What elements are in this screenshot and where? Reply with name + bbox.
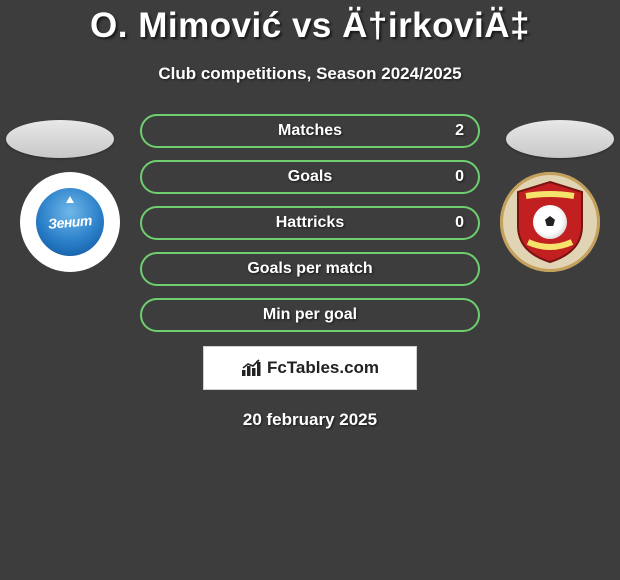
fctables-label: FcTables.com [267,358,379,378]
page-title: O. Mimović vs Ä†irkoviÄ‡ [0,6,620,46]
stat-row: Goals per match [0,252,620,286]
stat-row: Matches 2 [0,114,620,148]
stat-row: Hattricks 0 [0,206,620,240]
stat-pill-goals: Goals 0 [140,160,480,194]
stat-value: 0 [455,214,464,232]
stat-label: Goals [288,168,332,186]
stat-label: Matches [278,122,342,140]
comparison-card: O. Mimović vs Ä†irkoviÄ‡ Club competitio… [0,0,620,430]
bar-chart-icon [241,359,263,377]
stat-pill-hattricks: Hattricks 0 [140,206,480,240]
subtitle: Club competitions, Season 2024/2025 [0,64,620,84]
fctables-attribution[interactable]: FcTables.com [203,346,417,390]
stat-pill-goals-per-match: Goals per match [140,252,480,286]
stat-label: Goals per match [247,260,372,278]
soccer-ball-icon [533,205,567,239]
date-text: 20 february 2025 [0,410,620,430]
stat-label: Min per goal [263,306,357,324]
stat-row: Goals 0 [0,160,620,194]
stats-list: Matches 2 Goals 0 Hattricks 0 Goals per … [0,114,620,332]
stat-pill-min-per-goal: Min per goal [140,298,480,332]
stat-label: Hattricks [276,214,344,232]
stat-pill-matches: Matches 2 [140,114,480,148]
stat-value: 2 [455,122,464,140]
stat-row: Min per goal [0,298,620,332]
stat-value: 0 [455,168,464,186]
